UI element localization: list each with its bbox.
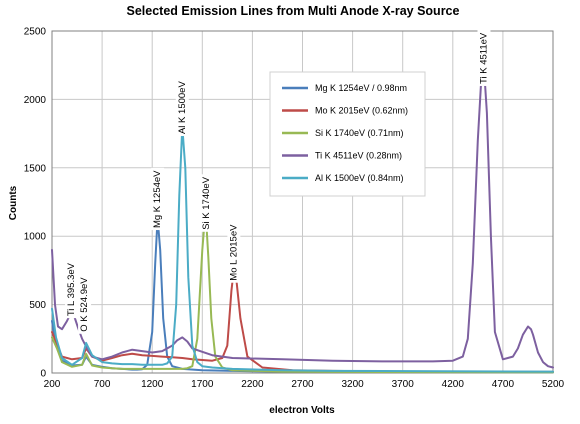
legend-label: Mg K 1254eV / 0.98nm [315,83,407,93]
x-tick-label: 1700 [191,379,214,390]
legend-label: Al K 1500eV (0.84nm) [315,173,404,183]
peak-annotation: Si K 1740eV [199,174,213,232]
legend-label: Ti K 4511eV (0.28nm) [315,151,402,161]
y-tick-label: 1000 [24,232,47,243]
legend: Mg K 1254eV / 0.98nm Mo K 2015eV (0.62nm)… [269,71,426,197]
plot-frame [51,30,554,374]
legend-label: Si K 1740eV (0.71nm) [315,128,404,138]
y-tick-label: 1500 [24,163,47,174]
peak-annotation-label: Si K 1740eV [201,176,212,229]
peak-annotation: Ti K 4511eV [477,30,491,86]
x-tick-label: 200 [44,379,61,390]
x-tick-label: 4200 [442,379,465,390]
series-line-3 [51,221,554,374]
peak-annotation-label: Ti K 4511eV [478,32,489,84]
peak-annotation: O K 524.9eV [78,274,92,334]
peak-annotation-box [151,167,165,231]
x-tick-label: 2200 [241,379,264,390]
series-line-5 [51,125,554,373]
x-tick-label: 700 [94,379,111,390]
chart-title: Selected Emission Lines from Multi Anode… [127,4,460,18]
series-line-4 [51,66,554,369]
x-tick-label: 5200 [542,379,565,390]
x-tick-label: 3200 [341,379,364,390]
peak-annotation: Mg K 1254eV [151,167,165,231]
y-axis-title: Counts [8,185,19,220]
peak-annotation-box [78,274,92,334]
peak-annotation-box [199,174,213,232]
peak-annotation: Mo L 2015eV [227,221,241,283]
y-tick-label: 500 [29,300,46,311]
x-tick-label: 2700 [291,379,314,390]
peak-annotation-box [175,78,189,137]
y-tick-label: 2000 [24,95,47,106]
x-tick-label: 4700 [492,379,515,390]
peak-annotation: Ti L 395.3eV [65,260,79,319]
x-axis-title: electron Volts [269,405,335,416]
peak-annotation-box [65,260,79,319]
peak-annotation-label: Al K 1500eV [177,81,188,134]
peak-annotation-label: O K 524.9eV [79,277,90,332]
x-tick-label: 1200 [141,379,164,390]
y-tick-label: 0 [40,369,46,380]
peak-annotation: Al K 1500eV [175,78,189,137]
peak-annotation-label: Ti L 395.3eV [66,262,77,316]
peak-annotation-box [477,30,491,86]
x-tick-label: 3700 [392,379,415,390]
peak-annotation-box [227,221,241,283]
peak-annotation-label: Mo L 2015eV [228,224,239,281]
peak-annotation-label: Mg K 1254eV [152,170,163,228]
legend-label: Mo K 2015eV (0.62nm) [315,106,408,116]
y-tick-label: 2500 [24,27,47,38]
